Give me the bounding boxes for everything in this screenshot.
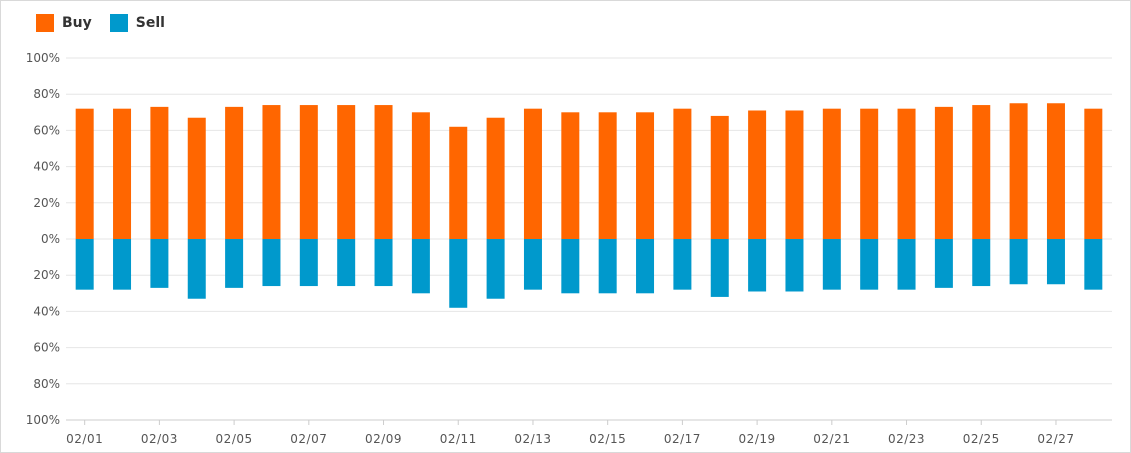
- bar-buy[interactable]: [299, 105, 318, 239]
- bar-buy[interactable]: [598, 112, 617, 239]
- bar-buy[interactable]: [972, 105, 991, 239]
- bar-sell[interactable]: [262, 239, 281, 287]
- y-tick-label: 100%: [26, 51, 60, 65]
- bar-buy[interactable]: [785, 110, 804, 240]
- bar-sell[interactable]: [1046, 239, 1065, 285]
- y-tick-label: 60%: [33, 341, 60, 355]
- bar-sell[interactable]: [710, 239, 729, 297]
- bar-buy[interactable]: [75, 108, 94, 240]
- bar-sell[interactable]: [449, 239, 468, 308]
- bar-buy[interactable]: [187, 117, 206, 239]
- bar-sell[interactable]: [299, 239, 318, 287]
- legend-label-buy: Buy: [62, 15, 92, 31]
- bar-buy[interactable]: [934, 106, 953, 240]
- bar-sell[interactable]: [1084, 239, 1103, 290]
- bar-sell[interactable]: [75, 239, 94, 290]
- bar-sell[interactable]: [897, 239, 916, 290]
- bar-buy[interactable]: [822, 108, 841, 240]
- bar-sell[interactable]: [150, 239, 169, 288]
- y-tick-label: 0%: [41, 232, 60, 246]
- bar-sell[interactable]: [411, 239, 430, 294]
- bar-sell[interactable]: [972, 239, 991, 287]
- x-tick-label: 02/13: [514, 432, 551, 446]
- x-tick-label: 02/07: [290, 432, 327, 446]
- bar-sell[interactable]: [598, 239, 617, 294]
- bar-sell[interactable]: [187, 239, 206, 299]
- bar-sell[interactable]: [561, 239, 580, 294]
- bar-buy[interactable]: [262, 105, 281, 239]
- bar-sell[interactable]: [934, 239, 953, 288]
- bar-sell[interactable]: [748, 239, 767, 292]
- x-tick-label: 02/27: [1037, 432, 1074, 446]
- bar-sell[interactable]: [113, 239, 132, 290]
- bar-sell[interactable]: [1009, 239, 1028, 285]
- x-tick-label: 02/23: [888, 432, 925, 446]
- y-tick-label: 20%: [33, 268, 60, 282]
- bar-sell[interactable]: [860, 239, 879, 290]
- bar-buy[interactable]: [673, 108, 692, 240]
- x-tick-label: 02/21: [813, 432, 850, 446]
- bar-buy[interactable]: [150, 106, 169, 240]
- bar-sell[interactable]: [523, 239, 542, 290]
- bar-buy[interactable]: [710, 115, 729, 239]
- x-tick-label: 02/05: [216, 432, 253, 446]
- x-tick-label: 02/17: [664, 432, 701, 446]
- bar-buy[interactable]: [337, 105, 356, 239]
- x-tick-label: 02/11: [440, 432, 477, 446]
- bar-buy[interactable]: [1009, 103, 1028, 239]
- bar-sell[interactable]: [785, 239, 804, 292]
- bar-buy[interactable]: [1046, 103, 1065, 239]
- bar-buy[interactable]: [1084, 108, 1103, 240]
- bar-sell[interactable]: [636, 239, 655, 294]
- bar-sell[interactable]: [374, 239, 393, 287]
- x-tick-label: 02/19: [739, 432, 776, 446]
- y-tick-label: 80%: [33, 377, 60, 391]
- legend-label-sell: Sell: [135, 15, 165, 31]
- x-tick-label: 02/09: [365, 432, 402, 446]
- bar-buy[interactable]: [374, 105, 393, 239]
- bar-buy[interactable]: [748, 110, 767, 240]
- x-tick-label: 02/01: [66, 432, 103, 446]
- bar-buy[interactable]: [449, 126, 468, 239]
- y-tick-label: 40%: [33, 304, 60, 318]
- bar-buy[interactable]: [113, 108, 132, 240]
- y-tick-label: 20%: [33, 196, 60, 210]
- legend-item-sell[interactable]: Sell: [109, 14, 165, 32]
- bar-buy[interactable]: [897, 108, 916, 240]
- x-tick-label: 02/25: [963, 432, 1000, 446]
- bar-buy[interactable]: [561, 112, 580, 239]
- legend-item-buy[interactable]: Buy: [36, 14, 92, 32]
- x-tick-label: 02/03: [141, 432, 178, 446]
- y-tick-label: 60%: [33, 123, 60, 137]
- bar-buy[interactable]: [225, 106, 244, 240]
- y-tick-label: 80%: [33, 87, 60, 101]
- bar-sell[interactable]: [225, 239, 244, 288]
- bar-buy[interactable]: [860, 108, 879, 240]
- bar-sell[interactable]: [673, 239, 692, 290]
- legend-swatch-sell: [109, 14, 128, 32]
- bar-sell[interactable]: [337, 239, 356, 287]
- bar-buy[interactable]: [523, 108, 542, 240]
- bar-buy[interactable]: [411, 112, 430, 239]
- legend: Buy Sell: [36, 14, 165, 32]
- bar-sell[interactable]: [822, 239, 841, 290]
- y-tick-label: 40%: [33, 160, 60, 174]
- x-tick-label: 02/15: [589, 432, 626, 446]
- bar-sell[interactable]: [486, 239, 505, 299]
- bar-buy[interactable]: [486, 117, 505, 239]
- y-tick-label: 100%: [26, 413, 60, 427]
- legend-swatch-buy: [36, 14, 54, 32]
- bar-buy[interactable]: [636, 112, 655, 239]
